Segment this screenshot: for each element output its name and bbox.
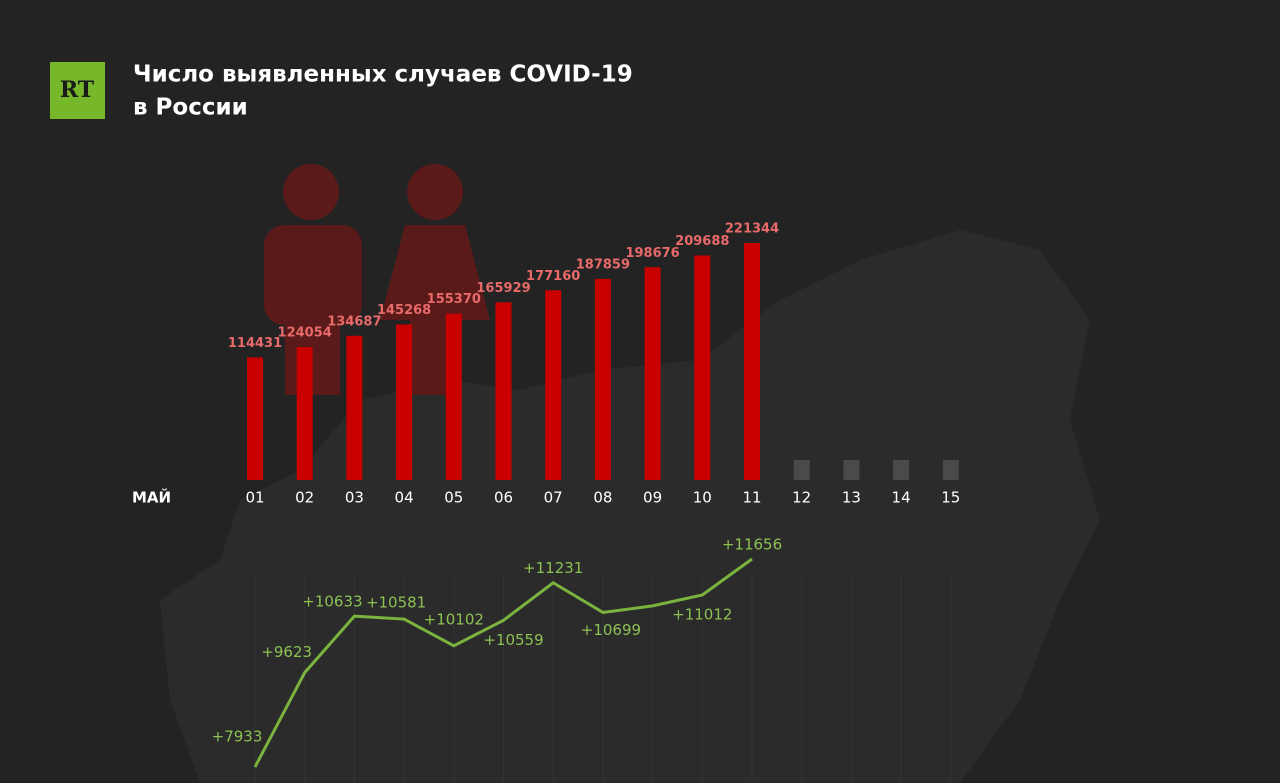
- x-tick-label: 15: [941, 489, 960, 507]
- x-tick-label: 01: [245, 489, 264, 507]
- people-icon: [264, 164, 490, 395]
- x-tick-label: 13: [842, 489, 861, 507]
- x-tick-label: 07: [544, 489, 563, 507]
- x-tick-label: 11: [742, 489, 761, 507]
- value-label: +11231: [523, 559, 583, 577]
- bar: [346, 335, 363, 480]
- value-label: +10102: [424, 610, 484, 628]
- x-tick-label: 02: [295, 489, 314, 507]
- value-label: 114431: [228, 336, 282, 351]
- x-tick-label: 12: [792, 489, 811, 507]
- bar: [694, 255, 711, 480]
- value-label: +10699: [581, 621, 641, 639]
- placeholder-bar: [893, 460, 910, 480]
- value-label: +10581: [366, 594, 426, 612]
- value-label: +11656: [722, 536, 782, 554]
- map-silhouette: [160, 230, 1100, 783]
- x-tick-label: 03: [345, 489, 364, 507]
- value-label: 134687: [327, 314, 381, 329]
- bar: [445, 313, 462, 480]
- placeholder-bar: [942, 460, 959, 480]
- bar: [594, 278, 611, 480]
- x-tick-label: 09: [643, 489, 662, 507]
- value-label: +7933: [212, 728, 263, 746]
- x-tick-label: 04: [395, 489, 414, 507]
- value-label: 187859: [576, 257, 630, 272]
- bar: [247, 357, 263, 480]
- value-label: +9623: [261, 643, 312, 661]
- value-label: 145268: [377, 303, 431, 318]
- value-label: 209688: [675, 234, 729, 249]
- line: [253, 557, 753, 768]
- bar: [396, 324, 413, 480]
- bar: [545, 290, 562, 480]
- value-label: 177160: [526, 269, 580, 284]
- value-label: 198676: [625, 246, 679, 261]
- placeholder-bar: [843, 460, 860, 480]
- value-label: +10559: [483, 631, 543, 649]
- x-tick-label: 05: [444, 489, 463, 507]
- value-label: 124054: [278, 326, 332, 341]
- title-line: Число выявленных случаев COVID-19: [133, 62, 633, 88]
- month-label: МАЙ: [132, 488, 171, 507]
- value-label: +11012: [672, 605, 732, 623]
- value-label: 165929: [476, 281, 530, 296]
- x-tick-label: 06: [494, 489, 513, 507]
- logo-text: RT: [60, 77, 95, 103]
- x-tick-label: 14: [892, 489, 911, 507]
- placeholder-bar: [793, 460, 810, 480]
- value-label: +10633: [302, 593, 362, 611]
- value-label: 221344: [725, 222, 779, 237]
- value-label: 155370: [427, 292, 481, 307]
- title-line: в России: [133, 95, 248, 121]
- x-tick-label: 10: [693, 489, 712, 507]
- logo-box: [50, 62, 105, 119]
- bar: [495, 302, 512, 480]
- bar: [644, 267, 661, 480]
- bar: [744, 243, 760, 480]
- x-tick-label: 08: [593, 489, 612, 507]
- bar: [296, 347, 313, 480]
